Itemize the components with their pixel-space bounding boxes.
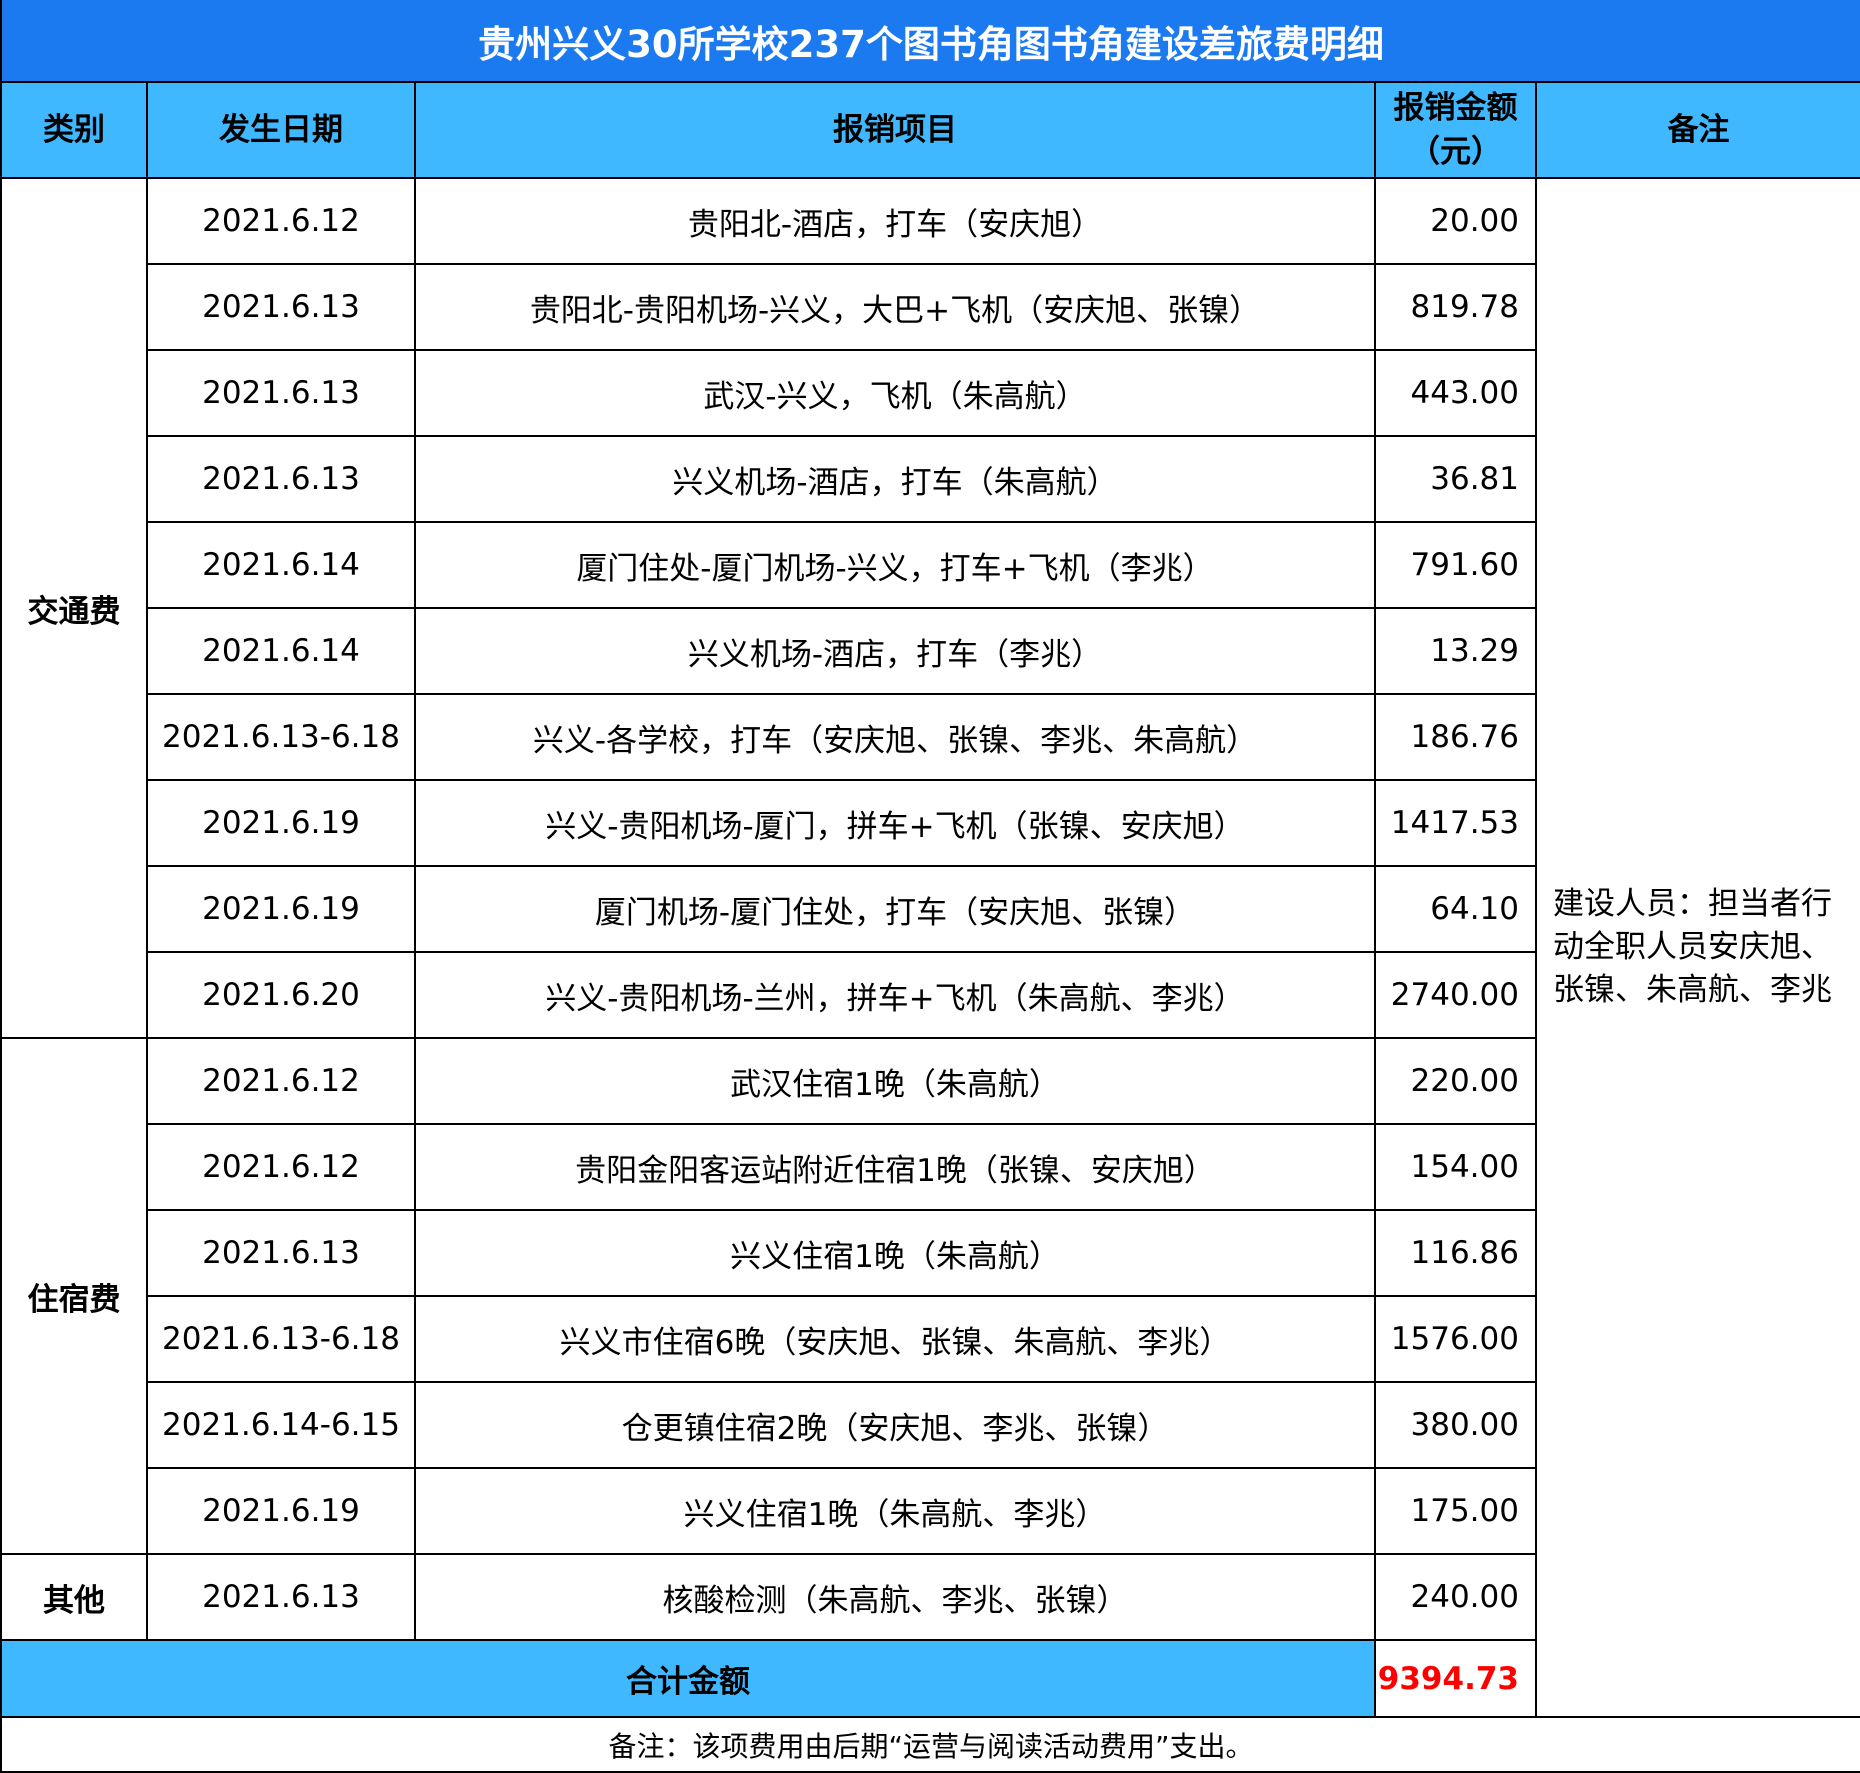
amount-cell: 1417.53 bbox=[1374, 779, 1537, 867]
table-row: 2021.6.13-6.18 兴义市住宿6晚（安庆旭、张镍、朱高航、李兆） 1576… bbox=[1, 1295, 1860, 1383]
table-row: 2021.6.12 贵阳金阳客运站附近住宿1晚（张镍、安庆旭） 154.00 bbox=[1, 1123, 1860, 1211]
table-row: 2021.6.19 厦门机场-厦门住处，打车（安庆旭、张镍） 64.10 bbox=[1, 865, 1860, 953]
amount-cell: 791.60 bbox=[1374, 521, 1537, 609]
date-cell: 2021.6.13-6.18 bbox=[146, 1295, 416, 1383]
total-row: 合计金额 9394.73 bbox=[0, 1639, 1860, 1718]
table-row: 2021.6.13 武汉-兴义，飞机（朱高航） 443.00 bbox=[1, 349, 1860, 437]
category-cell: 交通费 bbox=[0, 177, 148, 1039]
table-row: 2021.6.20 兴义-贵阳机场-兰州，拼车+飞机（朱高航、李兆） 2740.00 bbox=[1, 951, 1860, 1039]
table-row: 2021.6.19 兴义-贵阳机场-厦门，拼车+飞机（张镍、安庆旭） 1417.53 bbox=[1, 779, 1860, 867]
date-cell: 2021.6.19 bbox=[146, 1467, 416, 1555]
amount-cell: 443.00 bbox=[1374, 349, 1537, 437]
amount-cell: 154.00 bbox=[1374, 1123, 1537, 1211]
item-cell: 核酸检测（朱高航、李兆、张镍） bbox=[414, 1553, 1376, 1641]
item-cell: 贵阳金阳客运站附近住宿1晚（张镍、安庆旭） bbox=[414, 1123, 1376, 1211]
amount-cell: 2740.00 bbox=[1374, 951, 1537, 1039]
amount-cell: 240.00 bbox=[1374, 1553, 1537, 1641]
category-cell: 其他 bbox=[0, 1553, 148, 1641]
amount-cell: 13.29 bbox=[1374, 607, 1537, 695]
table-row: 其他 2021.6.13 核酸检测（朱高航、李兆、张镍） 240.00 bbox=[0, 1553, 1860, 1641]
total-label: 合计金额 bbox=[0, 1639, 1376, 1718]
date-cell: 2021.6.13 bbox=[146, 1553, 416, 1641]
item-cell: 仓更镇住宿2晚（安庆旭、李兆、张镍） bbox=[414, 1381, 1376, 1469]
header-item: 报销项目 bbox=[414, 81, 1376, 179]
amount-cell: 220.00 bbox=[1374, 1037, 1537, 1125]
table-title: 贵州兴义30所学校237个图书角图书角建设差旅费明细 bbox=[0, 0, 1860, 83]
amount-cell: 64.10 bbox=[1374, 865, 1537, 953]
table-row: 2021.6.13 贵阳北-贵阳机场-兴义，大巴+飞机（安庆旭、张镍） 819.78 bbox=[1, 263, 1860, 351]
date-cell: 2021.6.13 bbox=[146, 263, 416, 351]
total-amount: 9394.73 bbox=[1374, 1639, 1537, 1718]
date-cell: 2021.6.13 bbox=[146, 435, 416, 523]
date-cell: 2021.6.12 bbox=[146, 1123, 416, 1211]
header-amount: 报销金额（元） bbox=[1374, 81, 1537, 179]
amount-cell: 1576.00 bbox=[1374, 1295, 1537, 1383]
amount-cell: 175.00 bbox=[1374, 1467, 1537, 1555]
item-cell: 兴义机场-酒店，打车（李兆） bbox=[414, 607, 1376, 695]
date-cell: 2021.6.12 bbox=[146, 1037, 416, 1125]
amount-cell: 116.86 bbox=[1374, 1209, 1537, 1297]
amount-cell: 186.76 bbox=[1374, 693, 1537, 781]
table-row: 2021.6.13-6.18 兴义-各学校，打车（安庆旭、张镍、李兆、朱高航） 18… bbox=[1, 693, 1860, 781]
table-row: 2021.6.13 兴义机场-酒店，打车（朱高航） 36.81 bbox=[1, 435, 1860, 523]
date-cell: 2021.6.19 bbox=[146, 865, 416, 953]
item-cell: 兴义-贵阳机场-兰州，拼车+飞机（朱高航、李兆） bbox=[414, 951, 1376, 1039]
table-row: 交通费 2021.6.12 贵阳北-酒店，打车（安庆旭） 20.00 建设人员：担当者行… bbox=[0, 177, 1860, 1718]
item-cell: 兴义-贵阳机场-厦门，拼车+飞机（张镍、安庆旭） bbox=[414, 779, 1376, 867]
date-cell: 2021.6.14-6.15 bbox=[146, 1381, 416, 1469]
item-cell: 兴义市住宿6晚（安庆旭、张镍、朱高航、李兆） bbox=[414, 1295, 1376, 1383]
header-date: 发生日期 bbox=[146, 81, 416, 179]
item-cell: 武汉住宿1晚（朱高航） bbox=[414, 1037, 1376, 1125]
amount-cell: 819.78 bbox=[1374, 263, 1537, 351]
date-cell: 2021.6.13-6.18 bbox=[146, 693, 416, 781]
item-cell: 贵阳北-贵阳机场-兴义，大巴+飞机（安庆旭、张镍） bbox=[414, 263, 1376, 351]
header-remark: 备注 bbox=[1535, 81, 1860, 179]
date-cell: 2021.6.20 bbox=[146, 951, 416, 1039]
table-row: 2021.6.19 兴义住宿1晚（朱高航、李兆） 175.00 bbox=[1, 1467, 1860, 1555]
footnote: 备注：该项费用由后期“运营与阅读活动费用”支出。 bbox=[0, 1716, 1860, 1773]
table-row: 住宿费 2021.6.12 武汉住宿1晚（朱高航） 220.00 bbox=[0, 1037, 1860, 1555]
item-cell: 兴义-各学校，打车（安庆旭、张镍、李兆、朱高航） bbox=[414, 693, 1376, 781]
item-cell: 兴义住宿1晚（朱高航） bbox=[414, 1209, 1376, 1297]
table-row: 2021.6.14 兴义机场-酒店，打车（李兆） 13.29 bbox=[1, 607, 1860, 695]
item-cell: 厦门住处-厦门机场-兴义，打车+飞机（李兆） bbox=[414, 521, 1376, 609]
item-cell: 贵阳北-酒店，打车（安庆旭） bbox=[414, 177, 1376, 265]
date-cell: 2021.6.19 bbox=[146, 779, 416, 867]
table-row: 2021.6.14-6.15 仓更镇住宿2晚（安庆旭、李兆、张镍） 380.00 bbox=[1, 1381, 1860, 1469]
amount-cell: 20.00 bbox=[1374, 177, 1537, 265]
date-cell: 2021.6.13 bbox=[146, 349, 416, 437]
item-cell: 兴义机场-酒店，打车（朱高航） bbox=[414, 435, 1376, 523]
date-cell: 2021.6.12 bbox=[146, 177, 416, 265]
table-row: 2021.6.13 兴义住宿1晚（朱高航） 116.86 bbox=[1, 1209, 1860, 1297]
item-cell: 武汉-兴义，飞机（朱高航） bbox=[414, 349, 1376, 437]
header-category: 类别 bbox=[0, 81, 148, 179]
category-cell: 住宿费 bbox=[0, 1037, 148, 1555]
remark-cell: 建设人员：担当者行动全职人员安庆旭、张镍、朱高航、李兆 bbox=[1535, 177, 1860, 1718]
date-cell: 2021.6.14 bbox=[146, 607, 416, 695]
item-cell: 厦门机场-厦门住处，打车（安庆旭、张镍） bbox=[414, 865, 1376, 953]
table-row: 2021.6.14 厦门住处-厦门机场-兴义，打车+飞机（李兆） 791.60 bbox=[1, 521, 1860, 609]
date-cell: 2021.6.13 bbox=[146, 1209, 416, 1297]
amount-cell: 36.81 bbox=[1374, 435, 1537, 523]
date-cell: 2021.6.14 bbox=[146, 521, 416, 609]
item-cell: 兴义住宿1晚（朱高航、李兆） bbox=[414, 1467, 1376, 1555]
amount-cell: 380.00 bbox=[1374, 1381, 1537, 1469]
